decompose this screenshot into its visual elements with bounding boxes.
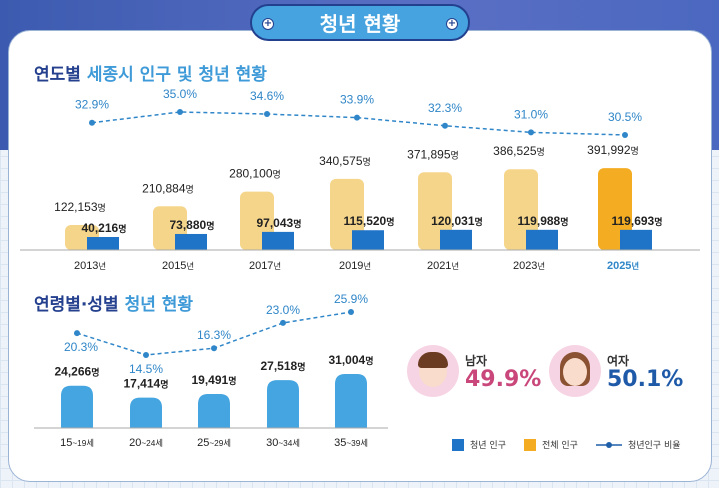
legend-swatch-total — [523, 438, 536, 451]
year-label: 2019년 — [339, 260, 371, 272]
age-bar — [130, 397, 162, 428]
gender-female: 여자 50.1% — [549, 345, 683, 397]
legend-ratio: 청년인구 비율 — [627, 441, 681, 451]
youth-bar — [620, 229, 652, 250]
total-label: 371,895명 — [407, 147, 459, 161]
ratio-point — [528, 129, 534, 136]
youth-bar — [175, 233, 207, 250]
legend-line-icon — [595, 441, 622, 448]
total-bar — [598, 168, 632, 250]
total-label: 122,153명 — [54, 200, 106, 214]
ratio-label: 35.0% — [163, 87, 197, 101]
ratio-point — [89, 119, 95, 126]
ratio-point — [143, 351, 149, 358]
female-value: 50.1% — [607, 366, 684, 392]
youth-bar — [352, 230, 384, 250]
page-title-text: 청년 현황 — [319, 12, 401, 36]
year-label: 2021년 — [427, 260, 459, 272]
youth-bar — [262, 231, 294, 250]
male-value: 49.9% — [465, 366, 542, 392]
chart1-title: 연도별 세종시 인구 및 청년 현황 — [34, 65, 267, 85]
plus-icon: + — [446, 18, 458, 30]
age-value-label: 19,491명 — [192, 373, 237, 387]
ratio-label: 32.3% — [428, 101, 462, 115]
ratio-point — [354, 114, 360, 121]
ratio-label: 31.0% — [514, 107, 548, 121]
legend-youth: 청년 인구 — [470, 441, 506, 451]
age-value-label: 17,414명 — [124, 377, 169, 391]
legend-swatch-youth — [452, 438, 464, 451]
youth-label: 115,520명 — [344, 214, 395, 228]
legend: 청년 인구 전체 인구 청년인구 비율 — [452, 438, 681, 451]
youth-label: 120,031명 — [431, 214, 483, 228]
total-label: 391,992명 — [587, 143, 639, 157]
age-label: 25~29세 — [197, 437, 231, 449]
ratio-point — [74, 330, 80, 337]
total-label: 340,575명 — [319, 154, 371, 168]
male-label: 남자 — [465, 353, 488, 368]
youth-label: 73,880명 — [170, 218, 215, 232]
male-avatar-icon — [407, 345, 459, 397]
ratio-label: 20.3% — [64, 340, 98, 354]
ratio-label: 25.9% — [334, 292, 368, 306]
ratio-label: 30.5% — [608, 110, 642, 124]
year-label: 2017년 — [249, 260, 281, 272]
female-label: 여자 — [607, 353, 630, 368]
age-bar — [335, 374, 367, 428]
youth-bar — [87, 237, 119, 250]
age-label: 20~24세 — [129, 437, 163, 449]
age-value-label: 24,266명 — [55, 365, 100, 379]
total-label: 280,100명 — [229, 167, 281, 181]
year-label: 2013년 — [74, 260, 106, 272]
female-avatar-icon — [549, 345, 601, 397]
total-label: 210,884명 — [142, 181, 194, 195]
year-label: 2023년 — [513, 260, 545, 272]
age-label: 30~34세 — [266, 437, 300, 449]
youth-label: 97,043명 — [257, 216, 302, 230]
ratio-point — [622, 131, 628, 138]
ratio-point — [264, 111, 270, 118]
ratio-label: 32.9% — [75, 98, 109, 112]
page-title: + 청년 현황 + — [250, 4, 470, 41]
plus-icon: + — [262, 18, 274, 30]
ratio-point — [177, 109, 183, 115]
total-label: 386,525명 — [493, 144, 545, 158]
age-bar — [61, 385, 93, 428]
gender-male: 남자 49.9% — [407, 345, 541, 397]
ratio-point — [211, 345, 217, 352]
youth-label: 40,216명 — [82, 221, 127, 235]
legend-total: 전체 인구 — [541, 441, 578, 451]
youth-bar — [526, 229, 558, 250]
ratio-label: 16.3% — [197, 328, 231, 342]
youth-label: 119,693명 — [612, 214, 663, 228]
ratio-label: 33.9% — [340, 93, 374, 107]
ratio-label: 14.5% — [129, 362, 163, 376]
youth-label: 119,988명 — [518, 214, 569, 228]
youth-bar — [440, 229, 472, 250]
age-bar — [267, 380, 299, 428]
ratio-point — [442, 122, 448, 129]
chart2-title: 연령별·성별 청년 현황 — [34, 295, 194, 315]
age-value-label: 27,518명 — [261, 359, 306, 373]
age-label: 35~39세 — [334, 437, 368, 449]
ratio-point — [280, 319, 286, 326]
total-bar — [504, 169, 538, 250]
ratio-point — [348, 309, 354, 315]
ratio-label: 23.0% — [266, 303, 300, 317]
year-label-highlight: 2025년 — [607, 260, 639, 272]
year-label: 2015년 — [162, 260, 194, 272]
age-label: 15~19세 — [60, 437, 94, 449]
age-value-label: 31,004명 — [329, 353, 374, 367]
age-bar — [198, 394, 230, 428]
ratio-label: 34.6% — [250, 89, 284, 103]
